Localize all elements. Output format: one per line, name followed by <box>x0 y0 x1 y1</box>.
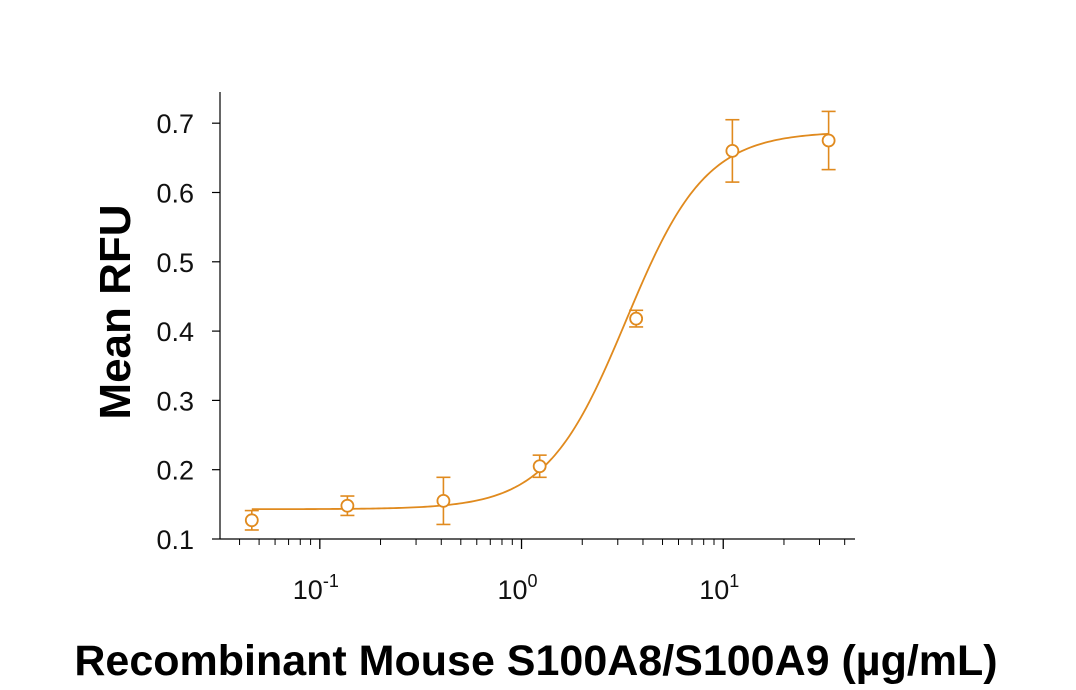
point-marker <box>436 493 451 508</box>
y-tick-label: 0.3 <box>156 386 194 416</box>
axes <box>212 92 855 549</box>
y-tick-label: 0.7 <box>156 109 194 139</box>
y-axis-title: Mean RFU <box>91 204 140 419</box>
data-point <box>436 476 451 526</box>
x-axis-title: Recombinant Mouse S100A8/S100A9 (µg/mL) <box>74 637 997 685</box>
point-marker <box>340 498 355 513</box>
y-tick-label: 0.6 <box>156 178 194 208</box>
points-layer <box>244 110 836 531</box>
x-tick-label: 100 <box>497 571 537 605</box>
data-point <box>725 118 740 183</box>
y-tick-label: 0.1 <box>156 525 194 555</box>
point-marker <box>532 459 547 474</box>
point-marker <box>821 133 836 148</box>
point-marker <box>725 144 740 158</box>
data-point <box>821 110 836 171</box>
data-point <box>244 509 259 531</box>
y-tick-label: 0.4 <box>156 317 194 347</box>
fit-curve <box>251 132 829 511</box>
data-point <box>629 309 644 328</box>
data-point <box>532 454 547 479</box>
point-marker <box>244 513 259 528</box>
y-tick-label: 0.2 <box>156 456 194 486</box>
x-tick-label: 101 <box>699 571 739 605</box>
x-tick-label: 10-1 <box>293 571 339 605</box>
labels-layer: 0.1 0.2 0.3 0.4 0.5 0.6 0.7 10-1 100 101 <box>156 109 739 605</box>
y-tick-label: 0.5 <box>156 248 194 278</box>
fit-layer <box>251 132 829 511</box>
point-marker <box>629 311 644 326</box>
data-point <box>340 495 355 517</box>
